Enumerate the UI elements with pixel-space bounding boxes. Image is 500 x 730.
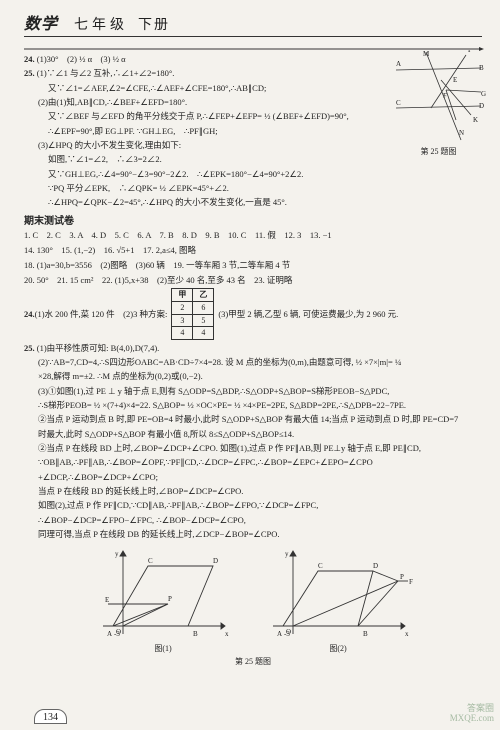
svg-text:F: F [443, 92, 447, 100]
svg-text:N: N [459, 129, 464, 137]
q25b-line-2: (2)∵AB=7,CD=4,∴S四边形OABC=AB·CD÷7×4=28. 设 … [24, 356, 482, 368]
svg-text:B: B [193, 630, 198, 638]
svg-text:A: A [277, 630, 282, 638]
q25b-line-6: ②当点 P 运动到点 B 时,即 PE=OB=4 时最小,此时 S△ODP+S△… [24, 413, 482, 425]
svg-text:C: C [148, 557, 153, 565]
svg-text:F: F [409, 578, 413, 586]
figure-25-top-caption: 第 25 题图 [391, 146, 486, 157]
q25-line-9: ∵PQ 平分∠EPK, ∴∠QPK= ½ ∠EPK=45°+∠2. [24, 182, 482, 194]
svg-text:A: A [396, 60, 401, 68]
svg-text:D: D [479, 102, 484, 110]
q25-line-10: ∴∠HPQ=∠QPK−∠2=45°,∴∠HPQ 的大小不发生变化,一直是 45°… [24, 196, 482, 208]
bottom-figures: AO CD Bx yE P-3 图(1) [24, 546, 482, 654]
q25b-line-14: 同理可得,当点 P 在线段 DB 的延长线上时,∠DCP−∠BOP=∠CPO. [24, 528, 482, 540]
watermark: 答案圈 MXQE.com [450, 704, 494, 724]
svg-text:G: G [481, 90, 486, 98]
svg-text:M: M [423, 50, 430, 58]
svg-text:y: y [285, 550, 289, 558]
bottom-fig-caption: 第 25 题图 [24, 656, 482, 667]
q25b-line-7: 时最大,此时 S△ODP+S△BOP 有最小值 8,所以 8≤S△ODP+S△B… [24, 428, 482, 440]
q25b-line-9: ∵OB∥AB,∴PF∥AB,∴∠BOP=∠OPF,∵PF∥CD,∴∠DCP=∠F… [24, 456, 482, 468]
svg-text:D: D [373, 562, 378, 570]
header-grade: 七年级 [74, 14, 128, 34]
exam-row-3: 18. (1)a=30,b=3556 (2)图略 (3)60 辆 19. 一等车… [24, 259, 482, 272]
svg-text:y: y [115, 550, 119, 558]
q25b-line-13: ∴∠BOP−∠DCP=∠FPO−∠FPC, ∴∠BOP−∠DCP=∠CPO, [24, 514, 482, 526]
svg-text:E: E [453, 76, 457, 84]
svg-text:A: A [107, 630, 112, 638]
page-container: 数学 七年级 下册 MAB PFC DGN KE 第 25 题图 [0, 0, 500, 667]
svg-text:x: x [405, 630, 409, 638]
header-subject: 数学 [24, 10, 58, 34]
svg-text:-3: -3 [114, 630, 120, 638]
q24b-line: 24. (1)水 200 件,菜 120 件 (2)3 种方案: 甲乙 26 3… [24, 288, 482, 339]
page-number: 134 [34, 709, 67, 724]
exam-row-2: 14. 130° 15. (1,−2) 16. √5+1 17. 2,a≤4, … [24, 244, 482, 257]
exam-row-4: 20. 50° 21. 15 cm² 22. (1)5,x+38 (2)至少 4… [24, 274, 482, 287]
q25b-line-10: +∠DCP,∴∠BOP=∠DCP+∠CPO; [24, 471, 482, 483]
svg-text:B: B [363, 630, 368, 638]
svg-text:P: P [468, 50, 472, 54]
figure-1: AO CD Bx yE P-3 图(1) [93, 546, 233, 654]
exam-row-1: 1. C 2. C 3. A 4. D 5. C 6. A 7. B 8. D … [24, 229, 482, 242]
table-plans: 甲乙 26 35 44 [171, 288, 214, 339]
svg-text:P: P [168, 595, 172, 603]
q25b-line-12: 如图(2),过点 P 作 PF∥CD,∵CD∥AB,∴PF∥AB,∴∠BOP=∠… [24, 499, 482, 511]
svg-text:B: B [479, 64, 484, 72]
svg-text:P: P [400, 573, 404, 581]
fig2-caption: 图(2) [263, 643, 413, 654]
q25b-line-8: ②当点 P 在线段 BD 上时,∠BOP=∠DCP+∠CPO. 如图(1),过点… [24, 442, 482, 454]
q25b-line-4: (3)①如图(1),过 PE ⊥ y 轴于点 E,则有 S△ODP=S△BDP,… [24, 385, 482, 397]
figure-25-top: M A B P F C DG N K E 第 25 题图 [391, 50, 486, 155]
svg-text:E: E [105, 596, 109, 604]
fig1-caption: 图(1) [93, 643, 233, 654]
q25b-line-1: 25. (1)由平移性质可知: B(4,0),D(7,4). [24, 342, 482, 354]
svg-text:D: D [213, 557, 218, 565]
header-divider-arrow [24, 43, 482, 47]
svg-text:-3: -3 [284, 630, 290, 638]
page-header: 数学 七年级 下册 [24, 10, 482, 37]
svg-text:x: x [225, 630, 229, 638]
q25b-line-5: ∴S梯形PEOB= ½ ×(7+4)×4=22. S△BOP= ½ ×OC×PE… [24, 399, 482, 411]
svg-text:C: C [318, 562, 323, 570]
exam-title: 期末测试卷 [24, 212, 482, 227]
svg-text:K: K [473, 116, 478, 124]
svg-text:C: C [396, 99, 401, 107]
q25b-line-11: 当点 P 在线段 BD 的延长线上时,∠BOP=∠DCP=∠CPO. [24, 485, 482, 497]
header-volume: 下册 [138, 14, 170, 34]
q25b-line-3: ×28,解得 m=±2. ∴M 点的坐标为(0,2)或(0,−2). [24, 370, 482, 382]
q25-line-8: 又∵GH⊥EG,∴∠4=90°−∠3=90°−2∠2. ∴∠EPK=180°−∠… [24, 168, 482, 180]
figure-2: AO CD Bx yP F-3 图(2) [263, 546, 413, 654]
